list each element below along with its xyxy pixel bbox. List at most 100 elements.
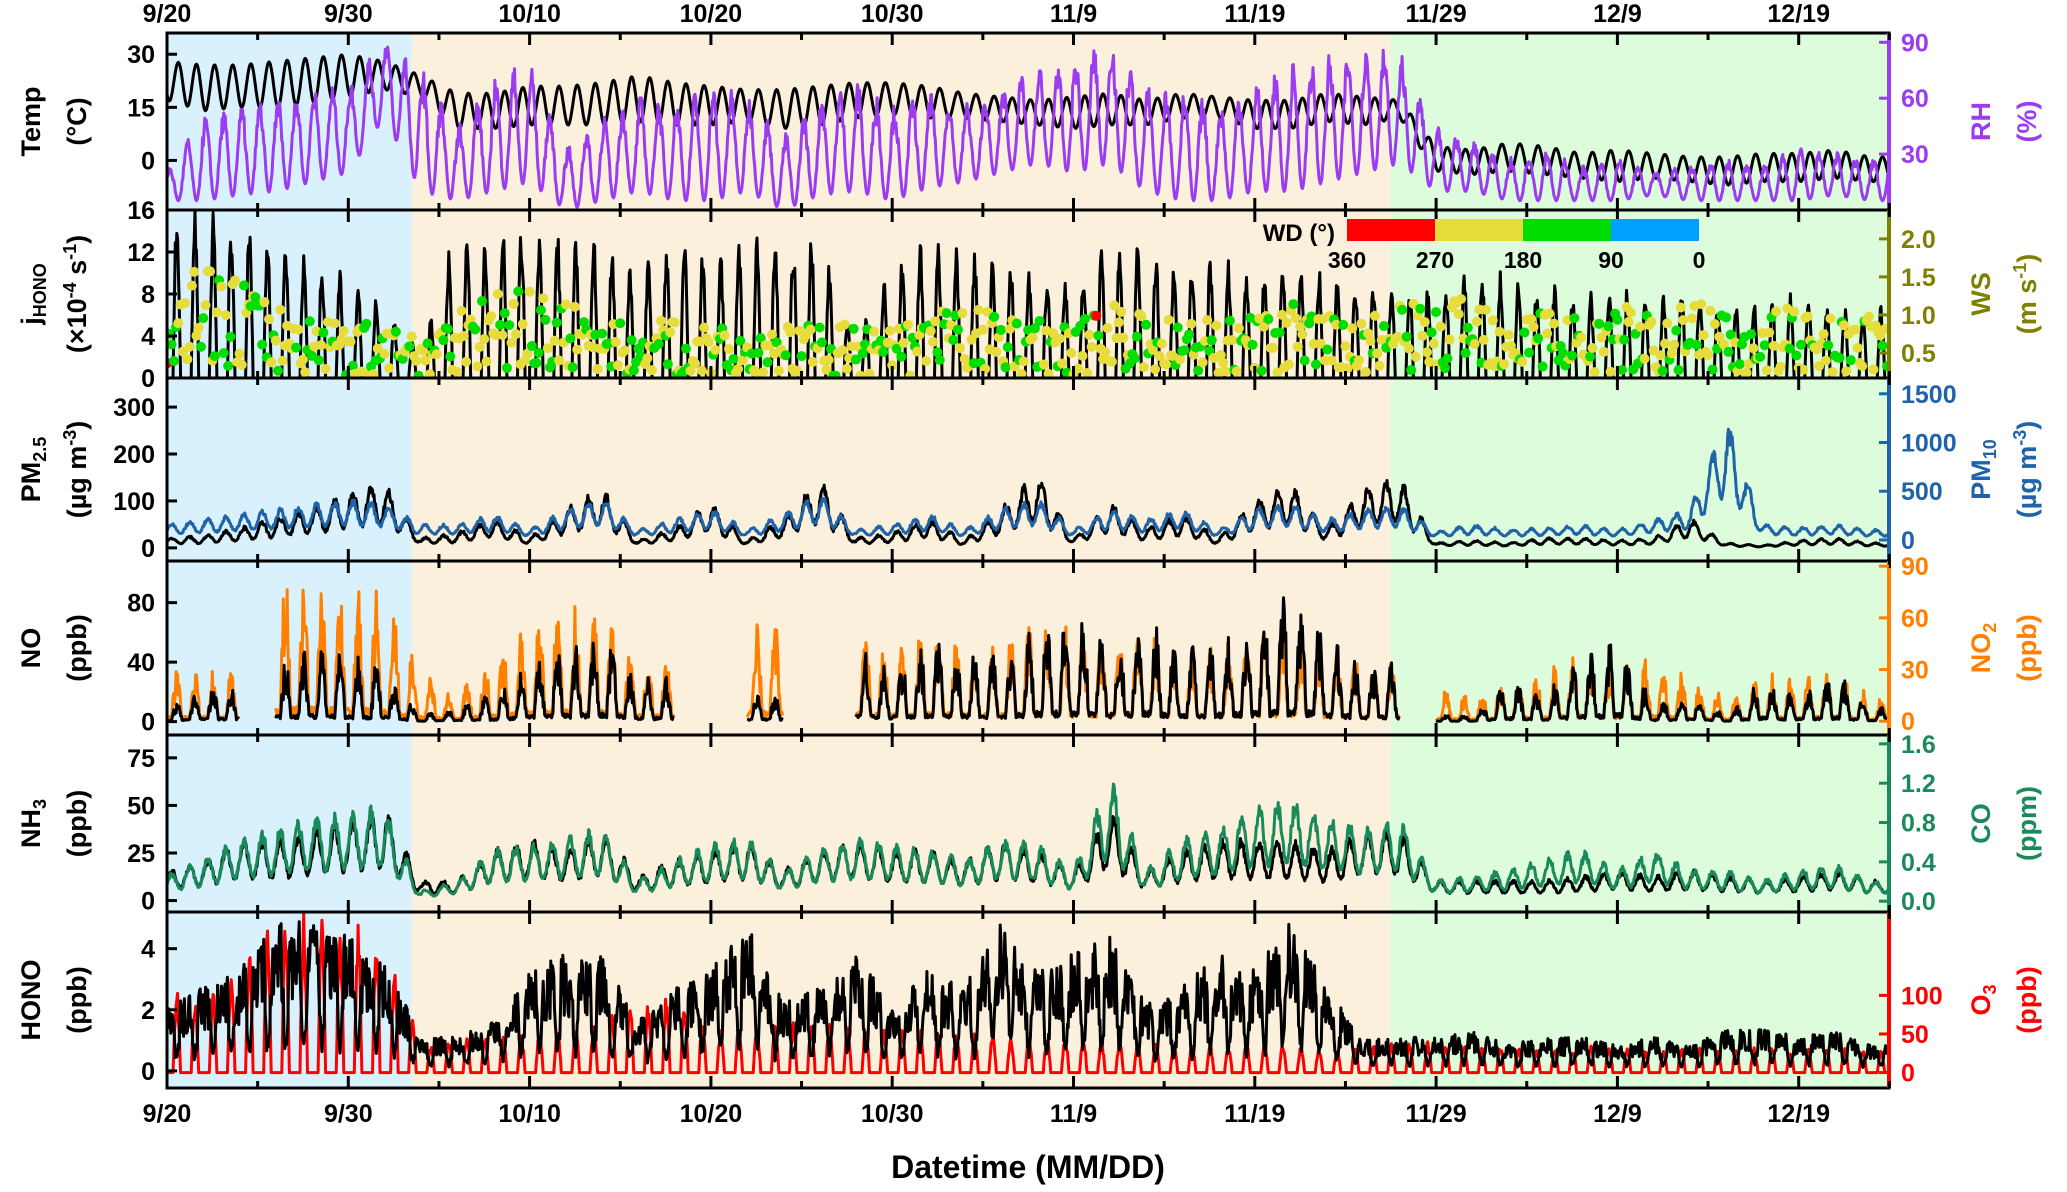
wd-legend-swatch <box>1523 219 1611 241</box>
wd-legend-swatch <box>1347 219 1435 241</box>
ws-point <box>733 363 744 374</box>
ws-point <box>1768 340 1779 351</box>
ws-point <box>1703 350 1714 361</box>
ws-point <box>229 275 240 286</box>
right-y-tick-label: 1000 <box>1901 430 1957 458</box>
ws-point <box>896 351 907 362</box>
ws-point <box>499 308 510 319</box>
ws-point <box>390 326 401 337</box>
panel-5-series <box>167 912 1889 1075</box>
ws-point <box>1460 348 1471 359</box>
ws-point <box>1714 331 1725 342</box>
ws-point <box>497 330 508 341</box>
label-text: j <box>16 317 46 326</box>
ws-point <box>1147 344 1158 355</box>
top-x-tick-label: 12/19 <box>1767 0 1830 28</box>
ws-point <box>1705 305 1716 316</box>
ws-point <box>1625 307 1636 318</box>
ws-point <box>653 338 664 349</box>
series-line-no <box>1435 643 1889 723</box>
label-text: CO <box>1966 803 1996 844</box>
ws-point <box>535 305 546 316</box>
left-y-tick-label: 12 <box>127 239 155 267</box>
ws-point <box>186 280 197 291</box>
right-y-tick-label: 500 <box>1901 478 1943 506</box>
right-axis-label: PM10​ <box>1966 439 2000 500</box>
subscript: 2.5 <box>30 437 50 462</box>
ws-point <box>1657 365 1668 376</box>
ws-point <box>1218 357 1229 368</box>
ws-point <box>1292 341 1303 352</box>
ws-point <box>1478 334 1489 345</box>
ws-point <box>927 336 938 347</box>
ws-point <box>1673 365 1684 376</box>
ws-point <box>236 359 247 370</box>
ws-point <box>1422 347 1433 358</box>
ws-point <box>1369 310 1380 321</box>
ws-point <box>1814 360 1825 371</box>
ws-point <box>628 365 639 376</box>
right-y-tick-label: 50 <box>1901 1021 1929 1049</box>
ws-point <box>753 347 764 358</box>
right-y-tick-label: 90 <box>1901 29 1929 57</box>
ws-point <box>891 343 902 354</box>
ws-point <box>250 292 261 303</box>
bottom-x-tick-label: 11/9 <box>1050 1100 1097 1128</box>
ws-point <box>472 361 483 372</box>
ws-point <box>438 335 449 346</box>
top-x-tick-label: 11/19 <box>1224 0 1285 28</box>
ws-point <box>565 333 576 344</box>
left-y-tick-label: 4 <box>141 936 155 964</box>
ws-point <box>1759 340 1770 351</box>
ws-point <box>1524 347 1535 358</box>
ws-point <box>1616 365 1627 376</box>
right-axis-label: (ppb) <box>2012 614 2042 681</box>
ws-point <box>1077 350 1088 361</box>
ws-point <box>1462 322 1473 333</box>
ws-point <box>977 324 988 335</box>
ws-point <box>384 363 395 374</box>
left-y-tick-label: 0 <box>141 535 155 563</box>
left-y-tick-label: 0 <box>141 1058 155 1086</box>
ws-point <box>1154 351 1165 362</box>
label-text: (ppb) <box>2012 614 2042 681</box>
ws-point <box>1823 340 1834 351</box>
ws-point <box>404 341 415 352</box>
ws-point <box>1005 323 1016 334</box>
left-axis-label: (×10-4​ s-1​) <box>60 235 92 353</box>
ws-point <box>538 293 549 304</box>
right-y-tick-label: 1.0 <box>1901 302 1936 330</box>
left-axis-label: (ppb) <box>62 790 92 857</box>
ws-point <box>526 340 537 351</box>
ws-point <box>1211 320 1222 331</box>
ws-point <box>225 331 236 342</box>
ws-point <box>1877 340 1888 351</box>
bottom-x-tick-label: 9/20 <box>143 1100 192 1128</box>
ws-point <box>424 369 435 378</box>
ws-point <box>492 289 503 300</box>
ws-point <box>1424 356 1435 367</box>
ws-point <box>1156 338 1167 349</box>
ws-point <box>180 298 191 309</box>
series-line-hono <box>167 920 1889 1069</box>
ws-point <box>737 355 748 366</box>
ws-point <box>1338 319 1349 330</box>
ws-point <box>1603 321 1614 332</box>
top-x-tick-label: 10/10 <box>498 0 561 28</box>
series-line-no2 <box>745 623 785 718</box>
ws-point <box>220 310 231 321</box>
ws-point <box>1818 329 1829 340</box>
subscript: 3 <box>1980 984 2000 994</box>
ws-point <box>191 330 202 341</box>
ws-point <box>168 356 179 367</box>
ws-point <box>1297 329 1308 340</box>
right-y-tick-label: 1.2 <box>1901 770 1936 798</box>
series-line-rh <box>167 45 1889 209</box>
ws-point <box>619 345 630 356</box>
ws-point <box>517 319 528 330</box>
label-text: (×10 <box>62 298 92 353</box>
ws-point <box>1802 311 1813 322</box>
label-text: (ppb) <box>62 966 92 1033</box>
ws-point <box>522 348 533 359</box>
